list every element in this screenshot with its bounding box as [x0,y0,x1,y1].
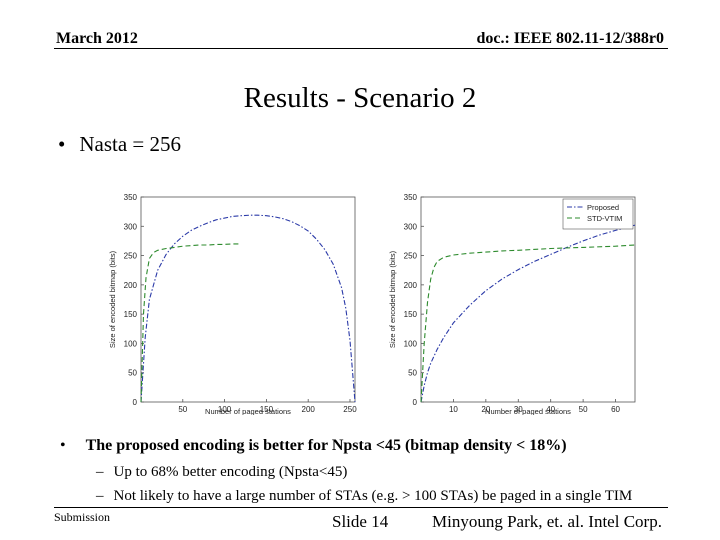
y-tick-label: 250 [404,252,418,261]
x-tick-label: 40 [546,405,555,414]
sub-bullet-1-text: Up to 68% better encoding (Npsta<45) [113,464,348,480]
legend-label: STD-VTIM [587,214,622,223]
y-tick-label: 100 [124,339,138,348]
y-axis-label: Size of encoded bitmap (bits) [108,250,117,348]
legend-label: Proposed [587,203,619,212]
chart-left: 0 50 100 150 200 250 300 350 50 100 150 200 250 Numbe… [108,193,357,415]
bullet-dot: • [58,132,66,156]
bullet-dot: • [60,437,66,454]
chart-right: 0 50 100 150 200 250 300 350 10 20 30 40 50 60 Number … [388,193,636,415]
x-tick-label: 20 [481,405,490,414]
footer-rule [54,507,668,508]
x-tick-label: 30 [514,405,523,414]
x-tick-label: 50 [579,405,588,414]
y-tick-label: 0 [413,398,418,407]
bullet-main-text: The proposed encoding is better for Npst… [85,437,567,454]
header-rule [54,48,668,49]
y-tick-label: 50 [128,369,137,378]
bullet-nasta-text: Nasta = 256 [79,132,182,156]
y-tick-label: 300 [404,222,418,231]
x-axis-label: Number of paged stations [205,407,291,415]
y-tick-label: 100 [404,339,418,348]
plot-frame [140,196,356,403]
y-tick-label: 150 [404,310,418,319]
legend-box [562,198,634,230]
y-tick-label: 300 [124,222,138,231]
sub-dash: – [96,488,104,504]
header-date: March 2012 [56,30,138,47]
x-tick-label: 10 [449,405,458,414]
y-tick-label: 350 [404,193,418,202]
slide-title: Results - Scenario 2 [243,82,477,114]
series-line [420,244,636,403]
sub-bullet-2-text: Not likely to have a large number of STA… [113,488,633,504]
header-doc-id: doc.: IEEE 802.11-12/388r0 [476,30,664,47]
y-axis-label: Size of encoded bitmap (bits) [388,250,397,348]
y-tick-label: 0 [133,398,138,407]
x-tick-label: 60 [611,405,620,414]
series-line [420,224,636,403]
x-tick-label: 50 [178,405,187,414]
sub-bullet-1: – Up to 68% better encoding (Npsta<45) [96,464,347,481]
bullet-nasta: • Nasta = 256 [58,132,181,157]
footer-author: Minyoung Park, et. al. Intel Corp. [432,512,662,531]
y-tick-label: 150 [124,310,138,319]
x-tick-label: 200 [302,405,316,414]
y-tick-label: 200 [404,281,418,290]
x-tick-label: 150 [260,405,274,414]
x-tick-label: 250 [343,405,357,414]
plot-frame [420,196,636,403]
y-tick-label: 200 [124,281,138,290]
y-tick-label: 250 [124,252,138,261]
series-line [140,243,242,403]
sub-dash: – [96,464,104,480]
footer-slide-number: Slide 14 [332,512,389,531]
sub-bullet-2: – Not likely to have a large number of ST… [96,488,632,505]
x-tick-label: 100 [218,405,232,414]
x-axis-label: Number of paged stations [485,407,571,415]
y-tick-label: 50 [408,369,417,378]
bullet-main: • The proposed encoding is better for Nps… [60,437,567,455]
y-tick-label: 350 [124,193,138,202]
footer-submission: Submission [54,510,111,524]
